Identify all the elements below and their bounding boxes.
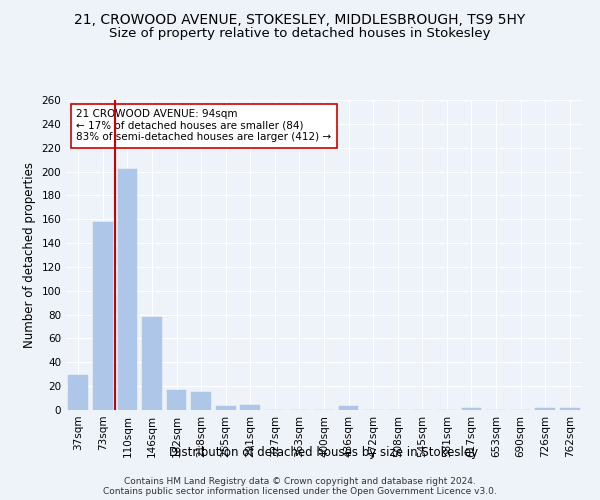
Text: Distribution of detached houses by size in Stokesley: Distribution of detached houses by size …	[169, 446, 479, 459]
Bar	[241, 405, 260, 410]
Bar	[535, 408, 555, 410]
Text: 21, CROWOOD AVENUE, STOKESLEY, MIDDLESBROUGH, TS9 5HY: 21, CROWOOD AVENUE, STOKESLEY, MIDDLESBR…	[74, 12, 526, 26]
Bar	[191, 392, 211, 410]
Bar	[142, 317, 162, 410]
Text: Contains HM Land Registry data © Crown copyright and database right 2024.: Contains HM Land Registry data © Crown c…	[124, 476, 476, 486]
Text: 21 CROWOOD AVENUE: 94sqm
← 17% of detached houses are smaller (84)
83% of semi-d: 21 CROWOOD AVENUE: 94sqm ← 17% of detach…	[76, 110, 331, 142]
Bar	[167, 390, 187, 410]
Bar	[93, 222, 113, 410]
Y-axis label: Number of detached properties: Number of detached properties	[23, 162, 36, 348]
Bar	[339, 406, 358, 410]
Bar	[560, 408, 580, 410]
Bar	[216, 406, 236, 410]
Text: Contains public sector information licensed under the Open Government Licence v3: Contains public sector information licen…	[103, 486, 497, 496]
Bar	[461, 408, 481, 410]
Text: Size of property relative to detached houses in Stokesley: Size of property relative to detached ho…	[109, 28, 491, 40]
Bar	[68, 376, 88, 410]
Bar	[118, 169, 137, 410]
